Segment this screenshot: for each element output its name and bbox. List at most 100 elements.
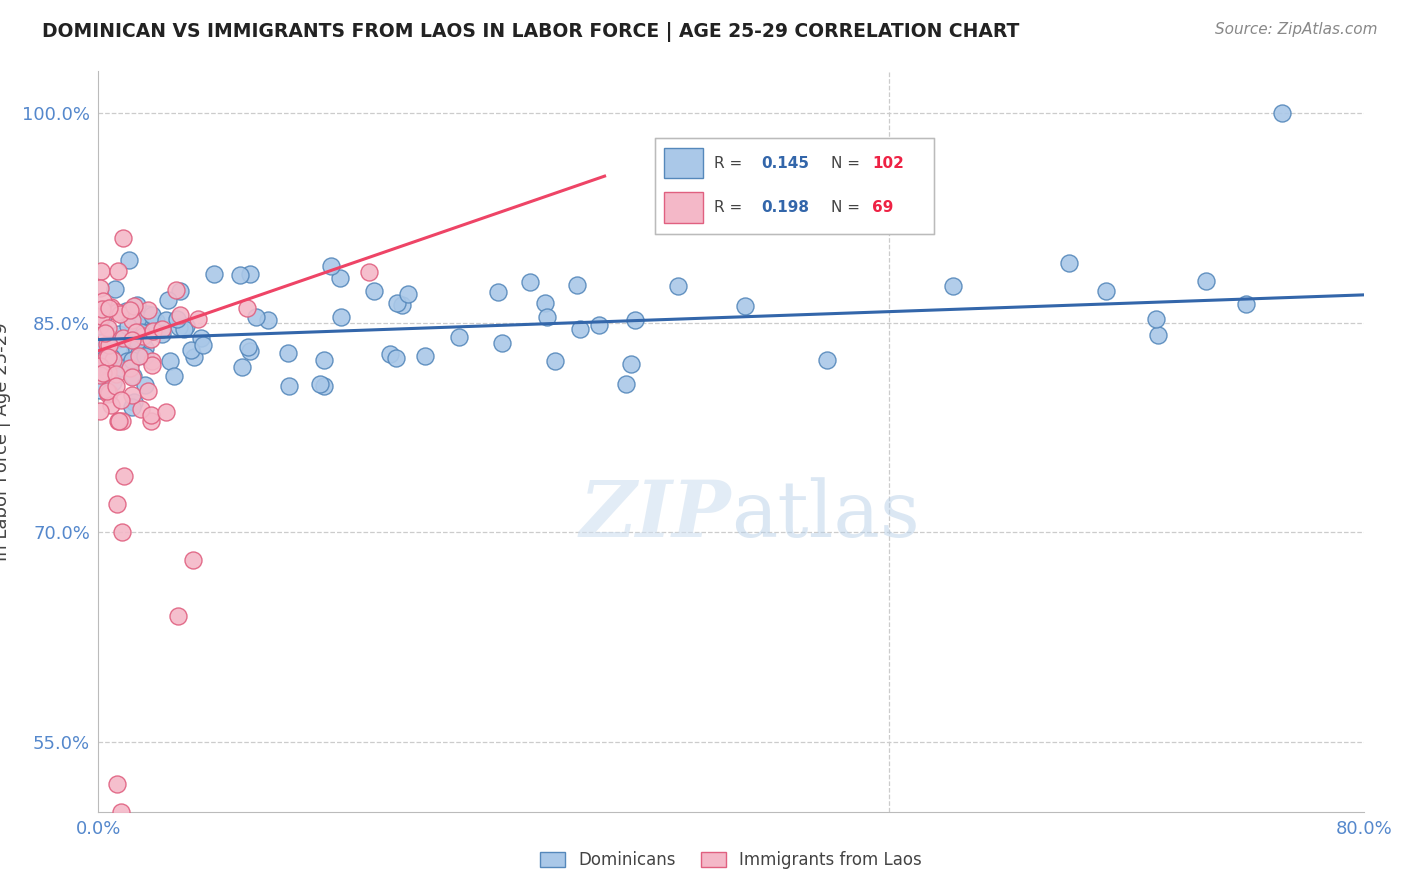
Point	[127, 297, 149, 311]
Point	[174, 318, 197, 333]
Point	[385, 351, 408, 365]
Point	[118, 303, 141, 318]
Point	[127, 311, 149, 326]
Point	[378, 346, 401, 360]
Point	[110, 805, 132, 819]
Point	[94, 351, 117, 365]
Point	[190, 331, 212, 345]
Point	[97, 387, 120, 401]
Point	[131, 311, 153, 326]
Point	[815, 353, 838, 368]
Point	[256, 313, 278, 327]
Point	[141, 414, 163, 428]
Point	[312, 379, 335, 393]
Point	[277, 345, 299, 359]
Point	[111, 231, 134, 245]
Point	[1271, 106, 1294, 120]
Point	[173, 322, 195, 336]
Point	[110, 393, 132, 408]
Point	[145, 313, 167, 327]
Point	[231, 359, 253, 374]
Point	[122, 395, 145, 409]
Point	[122, 369, 145, 384]
Point	[239, 343, 262, 358]
Point	[1057, 256, 1080, 270]
Point	[278, 379, 301, 393]
Point	[98, 338, 121, 352]
Point	[111, 525, 134, 540]
Point	[544, 354, 567, 368]
Point	[183, 350, 205, 364]
Point	[180, 343, 202, 357]
Point	[96, 336, 118, 351]
Point	[100, 398, 122, 412]
Point	[105, 367, 128, 381]
Point	[121, 352, 143, 367]
Point	[96, 384, 118, 398]
Point	[169, 285, 191, 299]
Point	[1144, 312, 1167, 326]
Point	[163, 369, 186, 384]
Point	[107, 497, 129, 511]
Point	[447, 329, 470, 343]
Point	[89, 359, 111, 373]
Point	[391, 297, 413, 311]
Point	[141, 309, 163, 323]
Point	[329, 310, 352, 324]
Point	[89, 404, 111, 418]
Point	[111, 414, 134, 428]
Point	[90, 310, 112, 324]
Point	[97, 350, 120, 364]
Point	[89, 368, 111, 382]
Point	[90, 301, 112, 316]
Point	[121, 388, 143, 402]
Point	[141, 353, 163, 368]
Point	[136, 308, 159, 322]
Point	[157, 293, 180, 308]
Point	[141, 358, 163, 372]
Legend: Dominicans, Immigrants from Laos: Dominicans, Immigrants from Laos	[531, 843, 931, 878]
Point	[134, 341, 156, 355]
Point	[115, 354, 138, 368]
Point	[167, 319, 190, 334]
Point	[228, 268, 250, 282]
Point	[357, 265, 380, 279]
Point	[238, 340, 260, 354]
Point	[169, 308, 191, 322]
Point	[588, 318, 610, 332]
Text: Source: ZipAtlas.com: Source: ZipAtlas.com	[1215, 22, 1378, 37]
Point	[128, 346, 150, 360]
Point	[486, 285, 509, 300]
Point	[666, 278, 689, 293]
Point	[136, 384, 159, 398]
Point	[139, 408, 162, 422]
Point	[129, 325, 152, 339]
Point	[89, 281, 111, 295]
Point	[124, 342, 146, 356]
Point	[98, 386, 121, 401]
Point	[309, 377, 332, 392]
Point	[101, 353, 124, 368]
Point	[112, 469, 135, 483]
Point	[565, 277, 588, 292]
Point	[166, 609, 188, 624]
Point	[142, 324, 165, 338]
Point	[117, 318, 139, 333]
Point	[387, 295, 409, 310]
Point	[159, 353, 181, 368]
Point	[534, 296, 557, 310]
Point	[134, 377, 156, 392]
Point	[97, 301, 120, 315]
Point	[108, 343, 131, 358]
Point	[363, 284, 385, 298]
Point	[491, 336, 513, 351]
Point	[1195, 274, 1218, 288]
Point	[139, 332, 162, 346]
Point	[536, 310, 558, 324]
Point	[321, 260, 343, 274]
Point	[122, 299, 145, 313]
Text: ZIP: ZIP	[579, 477, 731, 554]
Point	[312, 353, 335, 368]
Point	[115, 304, 138, 318]
Point	[236, 301, 259, 315]
